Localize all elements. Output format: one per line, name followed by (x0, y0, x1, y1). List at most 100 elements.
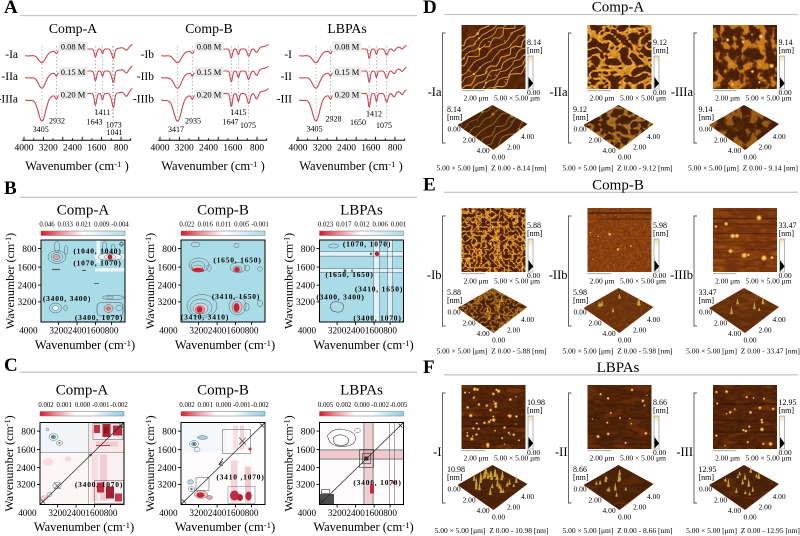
svg-text:3405: 3405 (307, 125, 323, 134)
svg-text:2.00: 2.00 (589, 496, 602, 505)
svg-text:3200: 3200 (175, 144, 194, 154)
svg-text:[nm]: [nm] (573, 296, 589, 305)
svg-text:5.00 × 5.00 [μm] Z 0.00 - 8.1: 5.00 × 5.00 [μm] Z 0.00 - 8.14 [nm] (436, 164, 546, 173)
svg-text:-Ia: -Ia (428, 85, 442, 99)
svg-text:1600: 1600 (296, 263, 315, 273)
svg-text:2400: 2400 (337, 144, 356, 154)
svg-text:800: 800 (162, 245, 177, 255)
svg-text:0.002: 0.002 (336, 402, 352, 409)
svg-text:4.00: 4.00 (647, 492, 660, 501)
svg-text:0.033: 0.033 (58, 222, 74, 229)
svg-text:C: C (4, 355, 18, 376)
svg-text:2.00 μm: 2.00 μm (590, 94, 615, 103)
svg-text:E: E (423, 175, 436, 196)
svg-text:0.00: 0.00 (653, 271, 666, 280)
svg-text:33.47: 33.47 (779, 221, 797, 230)
svg-text:-0.001: -0.001 (233, 402, 251, 409)
svg-text:(1070, 1070): (1070, 1070) (73, 259, 121, 268)
svg-text:0.017: 0.017 (336, 222, 352, 229)
svg-text:0.005: 0.005 (234, 222, 250, 229)
svg-text:[nm]: [nm] (699, 113, 715, 122)
svg-text:-0.001: -0.001 (251, 222, 269, 229)
svg-text:0.00: 0.00 (527, 271, 540, 280)
svg-text:4.00: 4.00 (728, 506, 741, 515)
svg-text:3200: 3200 (18, 298, 37, 308)
svg-text:Comp-B: Comp-B (185, 21, 233, 36)
svg-text:2400: 2400 (199, 144, 218, 154)
svg-text:9.12: 9.12 (653, 38, 667, 47)
svg-text:4.00: 4.00 (773, 132, 786, 141)
svg-text:4.00: 4.00 (603, 329, 616, 338)
svg-text:5.00 × 5.00 [μm] Z 0.00 - 10.: 5.00 × 5.00 [μm] Z 0.00 - 10.98 [nm] (435, 526, 549, 535)
svg-text:2400: 2400 (67, 508, 86, 518)
svg-text:0.08 M: 0.08 M (335, 42, 360, 52)
svg-text:0.00: 0.00 (618, 513, 631, 522)
svg-text:[nm]: [nm] (573, 473, 589, 482)
svg-text:0.00: 0.00 (448, 485, 461, 494)
svg-text:2400: 2400 (68, 326, 87, 336)
svg-text:2.00: 2.00 (463, 496, 476, 505)
svg-text:LBPAs: LBPAs (327, 21, 366, 36)
svg-text:2.00 μm: 2.00 μm (590, 454, 615, 463)
svg-text:(3400, 1070): (3400, 1070) (353, 478, 401, 487)
svg-text:[nm]: [nm] (779, 406, 795, 415)
svg-text:3200: 3200 (189, 508, 208, 518)
svg-text:(1650, 1650): (1650, 1650) (325, 270, 373, 279)
svg-text:2928: 2928 (326, 115, 342, 124)
svg-text:(3410, 3410): (3410, 3410) (181, 313, 229, 322)
svg-text:0.20 M: 0.20 M (61, 90, 86, 100)
svg-text:3200: 3200 (296, 298, 315, 308)
svg-text:4.00: 4.00 (773, 315, 786, 324)
svg-text:0.046: 0.046 (39, 222, 55, 229)
svg-text:0.00: 0.00 (492, 513, 505, 522)
svg-text:-IIb: -IIb (549, 268, 568, 282)
svg-text:4000: 4000 (19, 326, 38, 336)
svg-text:Wavenumber (cm-1): Wavenumber (cm-1) (313, 338, 413, 352)
svg-text:0.15 M: 0.15 M (335, 67, 360, 77)
svg-text:1600: 1600 (17, 446, 36, 456)
svg-text:1647: 1647 (223, 118, 239, 127)
svg-text:0.00: 0.00 (744, 153, 757, 162)
svg-text:2.00: 2.00 (633, 326, 646, 335)
svg-text:0.00: 0.00 (744, 513, 757, 522)
svg-text:0.00: 0.00 (492, 153, 505, 162)
svg-text:[nm]: [nm] (447, 473, 463, 482)
svg-text:D: D (423, 0, 437, 18)
svg-text:2.00 μm: 2.00 μm (715, 94, 740, 103)
svg-text:0.005: 0.005 (318, 402, 334, 409)
svg-text:12.95: 12.95 (699, 465, 717, 474)
svg-text:3200: 3200 (158, 481, 177, 491)
svg-text:2400: 2400 (208, 508, 227, 518)
svg-text:1600: 1600 (158, 446, 177, 456)
svg-text:Wavenumber (cm-1): Wavenumber (cm-1) (282, 233, 296, 329)
svg-text:4000: 4000 (298, 326, 317, 336)
svg-text:-I: -I (284, 49, 292, 61)
svg-text:1600: 1600 (86, 326, 105, 336)
svg-text:2.00: 2.00 (589, 136, 602, 145)
svg-text:800: 800 (250, 144, 265, 154)
svg-text:[nm]: [nm] (779, 46, 795, 55)
svg-text:33.47: 33.47 (699, 288, 717, 297)
svg-text:-II: -II (281, 71, 293, 83)
svg-text:[nm]: [nm] (653, 406, 669, 415)
svg-text:[nm]: [nm] (653, 229, 669, 238)
svg-text:0.001: 0.001 (198, 402, 213, 409)
svg-text:0.15 M: 0.15 M (197, 67, 222, 77)
svg-text:2400: 2400 (346, 326, 365, 336)
svg-text:2.00: 2.00 (714, 136, 727, 145)
svg-text:-IIIb: -IIIb (133, 94, 154, 106)
svg-text:3200: 3200 (328, 508, 347, 518)
svg-text:0.08 M: 0.08 M (197, 42, 222, 52)
svg-text:2.00: 2.00 (759, 326, 772, 335)
svg-text:(3400, 1070): (3400, 1070) (75, 313, 123, 322)
svg-text:4000: 4000 (159, 508, 178, 518)
svg-text:(3400, 3400): (3400, 3400) (316, 293, 364, 302)
svg-text:-0.005: -0.005 (390, 402, 408, 409)
svg-text:4.00: 4.00 (521, 315, 534, 324)
svg-text:9.14: 9.14 (699, 105, 713, 114)
svg-text:-III: -III (277, 94, 292, 106)
svg-text:4000: 4000 (159, 326, 178, 336)
svg-text:3200: 3200 (48, 508, 67, 518)
svg-text:0.00: 0.00 (699, 485, 712, 494)
svg-text:1600: 1600 (226, 326, 245, 336)
